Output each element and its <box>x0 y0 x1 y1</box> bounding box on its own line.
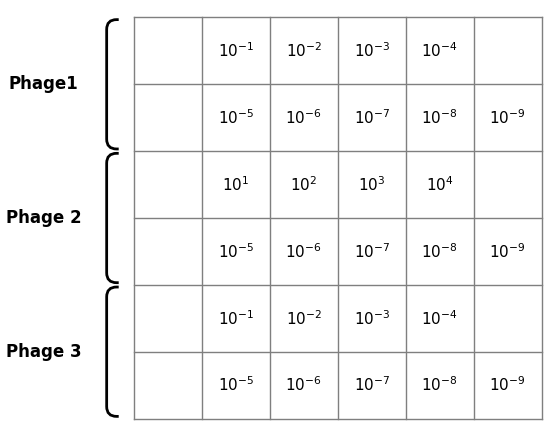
Text: Phage 3: Phage 3 <box>6 343 82 361</box>
Text: 10$^{-7}$: 10$^{-7}$ <box>353 109 390 127</box>
Text: 10$^{4}$: 10$^{4}$ <box>426 175 453 194</box>
Text: 10$^{-1}$: 10$^{-1}$ <box>218 41 254 60</box>
Text: 10$^{-5}$: 10$^{-5}$ <box>218 376 254 395</box>
Text: Phage1: Phage1 <box>9 75 79 93</box>
Text: 10$^{-3}$: 10$^{-3}$ <box>353 309 390 327</box>
Text: 10$^{-8}$: 10$^{-8}$ <box>421 376 458 395</box>
Text: 10$^{2}$: 10$^{2}$ <box>290 175 317 194</box>
Text: 10$^{-8}$: 10$^{-8}$ <box>421 242 458 261</box>
Text: 10$^{-2}$: 10$^{-2}$ <box>286 41 322 60</box>
Text: 10$^{-5}$: 10$^{-5}$ <box>218 242 254 261</box>
Text: 10$^{-8}$: 10$^{-8}$ <box>421 109 458 127</box>
Text: 10$^{-6}$: 10$^{-6}$ <box>286 376 322 395</box>
Text: 10$^{-7}$: 10$^{-7}$ <box>353 242 390 261</box>
Text: 10$^{-4}$: 10$^{-4}$ <box>421 41 458 60</box>
Text: 10$^{-9}$: 10$^{-9}$ <box>490 376 526 395</box>
Text: 10$^{-7}$: 10$^{-7}$ <box>353 376 390 395</box>
Text: 10$^{1}$: 10$^{1}$ <box>222 175 249 194</box>
Text: 10$^{-9}$: 10$^{-9}$ <box>490 242 526 261</box>
Text: Phage 2: Phage 2 <box>6 209 82 227</box>
Text: 10$^{3}$: 10$^{3}$ <box>358 175 386 194</box>
Text: 10$^{-1}$: 10$^{-1}$ <box>218 309 254 327</box>
Text: 10$^{-2}$: 10$^{-2}$ <box>286 309 322 327</box>
Text: 10$^{-5}$: 10$^{-5}$ <box>218 109 254 127</box>
Text: 10$^{-6}$: 10$^{-6}$ <box>286 242 322 261</box>
Text: 10$^{-6}$: 10$^{-6}$ <box>286 109 322 127</box>
Text: 10$^{-4}$: 10$^{-4}$ <box>421 309 458 327</box>
Text: 10$^{-3}$: 10$^{-3}$ <box>353 41 390 60</box>
Text: 10$^{-9}$: 10$^{-9}$ <box>490 109 526 127</box>
